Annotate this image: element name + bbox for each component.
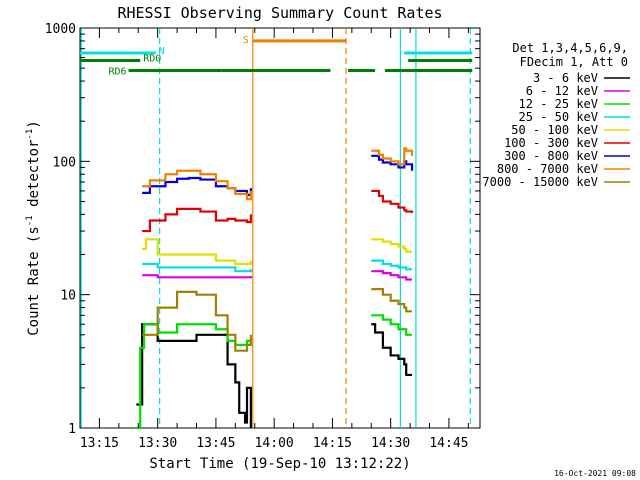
- flag-label-rd0: RD0: [143, 54, 161, 65]
- series-line: [142, 207, 252, 233]
- x-axis-ticks: 13:15 13:30 13:45 14:00 14:15 14:30 14:45: [79, 28, 469, 451]
- series-line: [371, 323, 413, 377]
- legend-entry-label: 25 - 50 keV: [519, 110, 598, 124]
- x-tick-label: 13:15: [80, 436, 119, 451]
- y-axis-label-superscript: -1: [25, 129, 35, 140]
- y-tick-label: 1: [68, 422, 76, 437]
- series-lines: [136, 147, 414, 430]
- series-line: [142, 290, 252, 352]
- legend: Det 1,3,4,5,6,9, FDecim 1, Att 0 3 - 6 k…: [482, 41, 630, 189]
- y-axis-label-part: Count Rate (s: [26, 226, 42, 336]
- x-tick-label: 14:00: [255, 436, 294, 451]
- x-tick-label: 13:45: [196, 436, 235, 451]
- y-axis-label-part: ): [26, 120, 42, 128]
- legend-entry-label: 12 - 25 keV: [519, 97, 598, 111]
- series-line: [371, 259, 413, 271]
- flag-label-n: N: [159, 46, 165, 57]
- legend-title-line: FDecim 1, Att 0: [520, 55, 628, 69]
- legend-title-line: Det 1,3,4,5,6,9,: [512, 41, 628, 55]
- series-line: [142, 274, 252, 279]
- series-line: [142, 238, 252, 266]
- x-tick-label: 13:30: [138, 436, 177, 451]
- y-axis-label-superscript: -1: [25, 215, 35, 226]
- y-tick-label: 1000: [45, 22, 76, 37]
- marker-lines: [80, 28, 471, 428]
- legend-entry-label: 3 - 6 keV: [533, 71, 598, 85]
- series-line: [142, 176, 252, 197]
- y-axis-ticks: 1 10 100 1000: [45, 22, 480, 437]
- series-line: [371, 147, 414, 166]
- chart-title: RHESSI Observing Summary Count Rates: [117, 4, 442, 22]
- y-tick-label: 10: [60, 289, 76, 304]
- series-line: [371, 238, 413, 253]
- y-tick-label: 100: [53, 155, 76, 170]
- series-line: [371, 189, 414, 213]
- series-line: [142, 262, 252, 273]
- legend-entry-label: 50 - 100 keV: [511, 123, 598, 137]
- y-axis-label: Count Rate (s-1 detector-1): [25, 120, 42, 336]
- series-line: [371, 288, 413, 313]
- series-line: [371, 314, 413, 336]
- flag-label-s: S: [243, 35, 249, 46]
- legend-entry-label: 100 - 300 keV: [504, 136, 598, 150]
- x-tick-label: 14:30: [371, 436, 410, 451]
- series-line: [142, 169, 252, 201]
- x-axis-label: Start Time (19-Sep-10 13:12:22): [149, 456, 410, 472]
- flag-label-rd6: RD6: [108, 67, 126, 78]
- x-tick-label: 14:15: [313, 436, 352, 451]
- legend-entry-label: 6 - 12 keV: [526, 84, 598, 98]
- legend-entry-label: 800 - 7000 keV: [497, 162, 598, 176]
- plot-frame: [79, 27, 481, 429]
- y-axis-label-part: detector: [26, 140, 42, 216]
- series-line: [371, 270, 413, 281]
- legend-entry-label: 300 - 800 keV: [504, 149, 598, 163]
- x-tick-label: 14:45: [429, 436, 468, 451]
- footer-timestamp: 16-Oct-2021 09:08: [554, 469, 636, 478]
- legend-entry-label: 7000 - 15000 keV: [482, 175, 598, 189]
